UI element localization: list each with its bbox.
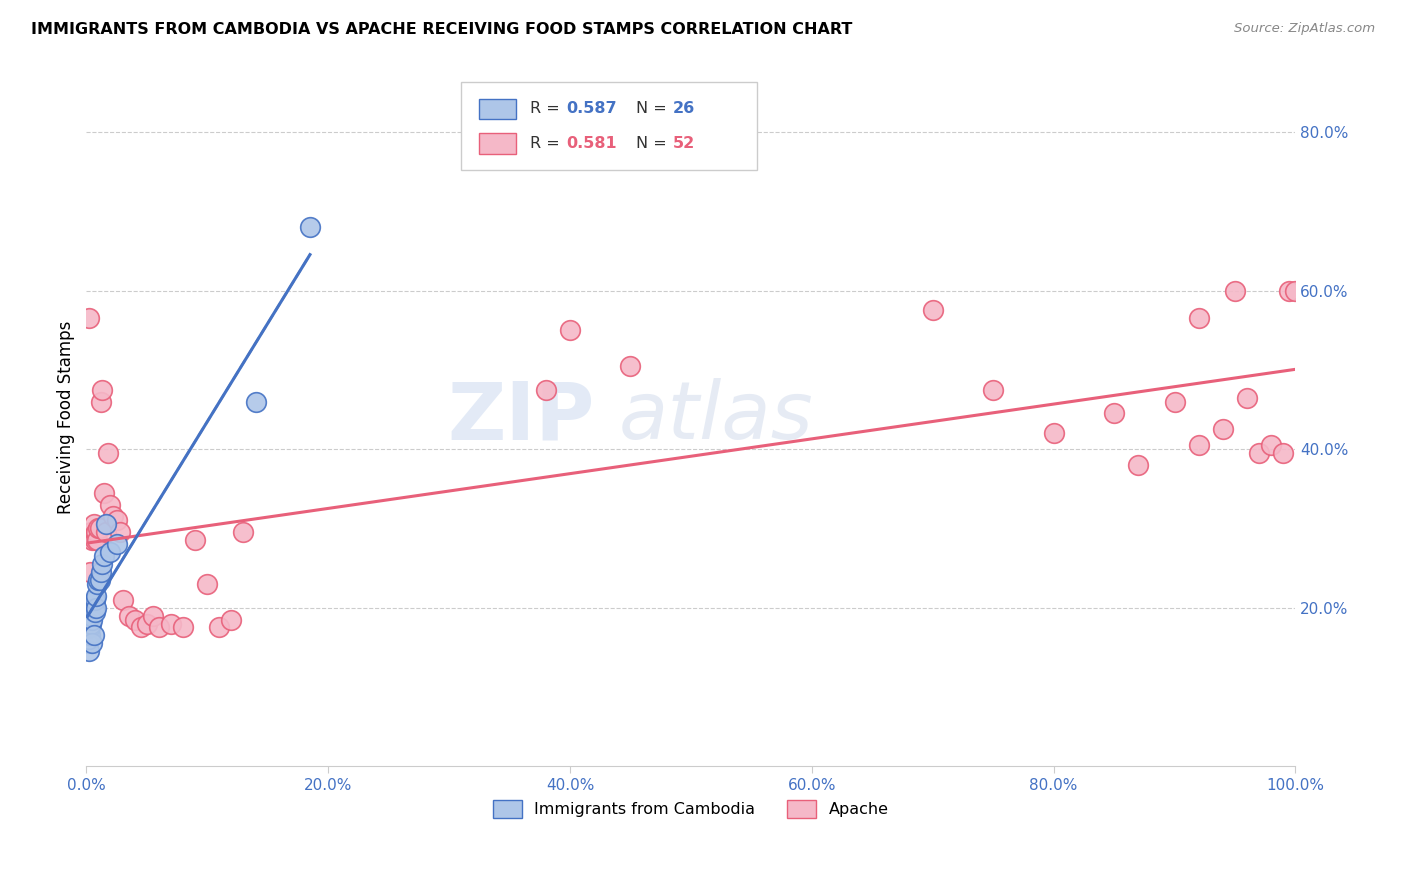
Point [79,628,101,642]
Point [111,592,134,607]
Point [221,613,243,627]
Point [84,525,107,540]
Point [86,577,108,591]
Text: 26: 26 [672,102,695,117]
Bar [479,133,516,153]
Point [80,608,103,623]
Text: 0.587: 0.587 [567,102,617,117]
Text: Source: ZipAtlas.com: Source: ZipAtlas.com [1234,22,1375,36]
Point [83,600,105,615]
Point [184,533,207,548]
Point [142,608,165,623]
Point [83,517,105,532]
Point [93,549,115,563]
Point [172,620,194,634]
Point [90,394,112,409]
Point [94,525,117,540]
Point [86,533,108,548]
Point [1163,394,1185,409]
Point [94,517,117,532]
Point [921,303,943,318]
Point [83,533,105,548]
Point [77,311,100,326]
Point [195,577,218,591]
Point [76,636,98,650]
Point [245,394,267,409]
Point [84,600,107,615]
Point [619,359,641,373]
Text: 52: 52 [672,136,695,151]
Point [1223,284,1246,298]
Point [97,446,120,460]
Text: R =: R = [530,136,565,151]
Point [105,513,128,527]
Point [1212,422,1234,436]
Point [298,220,321,235]
Point [1128,458,1150,472]
Point [82,613,104,627]
Point [1260,438,1282,452]
Point [1102,406,1125,420]
Text: N =: N = [637,102,672,117]
Text: N =: N = [637,136,672,151]
Point [117,608,139,623]
Point [79,620,101,634]
Point [87,521,110,535]
Point [84,589,107,603]
Point [91,557,114,571]
Point [1249,446,1271,460]
Point [1188,438,1211,452]
Legend: Immigrants from Cambodia, Apache: Immigrants from Cambodia, Apache [486,793,896,824]
Point [100,545,122,559]
Point [135,616,157,631]
Point [83,628,105,642]
Point [129,620,152,634]
Point [82,533,104,548]
Point [981,383,1004,397]
Point [1042,426,1064,441]
Point [232,525,254,540]
Point [1278,284,1301,298]
Point [1272,446,1295,460]
Point [77,644,100,658]
Point [89,573,111,587]
Point [534,383,557,397]
Point [105,537,128,551]
Point [91,383,114,397]
Point [208,620,231,634]
Point [83,592,105,607]
Text: IMMIGRANTS FROM CAMBODIA VS APACHE RECEIVING FOOD STAMPS CORRELATION CHART: IMMIGRANTS FROM CAMBODIA VS APACHE RECEI… [31,22,852,37]
Point [1236,391,1258,405]
Y-axis label: Receiving Food Stamps: Receiving Food Stamps [58,321,75,514]
Point [90,565,112,579]
Text: R =: R = [530,102,565,117]
Point [100,498,122,512]
Point [124,613,146,627]
Point [77,632,100,647]
FancyBboxPatch shape [461,82,758,169]
Point [79,565,101,579]
Text: ZIP: ZIP [447,378,595,457]
Point [93,485,115,500]
Text: atlas: atlas [619,378,813,457]
Point [1284,284,1306,298]
Point [83,605,105,619]
Point [160,616,183,631]
Point [82,636,104,650]
Point [89,521,111,535]
Point [80,616,103,631]
Point [108,525,131,540]
Text: 0.581: 0.581 [567,136,617,151]
Point [80,525,103,540]
Bar [479,98,516,120]
Point [558,323,581,337]
Point [1188,311,1211,326]
Point [148,620,170,634]
Point [87,573,110,587]
Point [101,509,124,524]
